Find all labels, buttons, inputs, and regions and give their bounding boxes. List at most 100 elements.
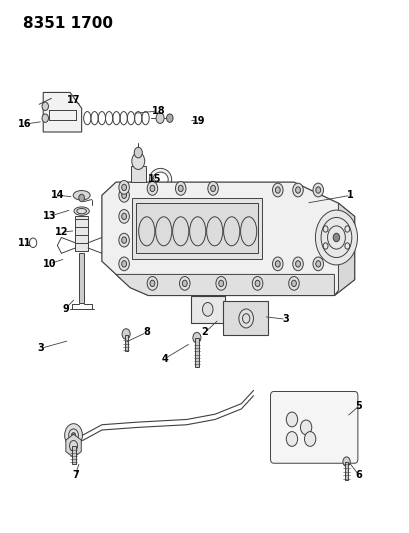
Text: 3: 3 <box>38 343 45 353</box>
Text: 19: 19 <box>192 116 205 126</box>
Circle shape <box>292 183 303 197</box>
Circle shape <box>147 277 157 290</box>
Bar <box>130 166 145 182</box>
Circle shape <box>150 280 155 287</box>
Circle shape <box>147 182 157 195</box>
Text: 12: 12 <box>54 227 68 237</box>
Bar <box>71 446 75 464</box>
Text: 4: 4 <box>161 354 168 364</box>
Circle shape <box>121 213 126 220</box>
Text: 5: 5 <box>355 401 361 411</box>
Circle shape <box>131 152 144 169</box>
Circle shape <box>254 280 259 287</box>
Circle shape <box>119 257 129 271</box>
Circle shape <box>42 114 48 123</box>
Text: 14: 14 <box>50 190 64 200</box>
Bar <box>136 203 257 253</box>
Circle shape <box>288 277 299 290</box>
Circle shape <box>295 187 300 193</box>
Circle shape <box>121 192 126 198</box>
Circle shape <box>207 182 218 195</box>
Circle shape <box>119 189 129 202</box>
Circle shape <box>192 333 200 343</box>
Circle shape <box>272 257 282 271</box>
Text: 11: 11 <box>18 238 31 248</box>
Circle shape <box>216 277 226 290</box>
Text: 10: 10 <box>43 259 56 269</box>
Circle shape <box>179 277 190 290</box>
Ellipse shape <box>73 191 90 200</box>
Bar <box>79 253 84 303</box>
Bar <box>132 198 261 259</box>
Text: 8351 1700: 8351 1700 <box>23 16 113 31</box>
Text: 3: 3 <box>282 314 289 324</box>
Ellipse shape <box>74 207 89 215</box>
Circle shape <box>182 280 187 287</box>
Polygon shape <box>190 295 225 323</box>
Circle shape <box>175 182 186 195</box>
Text: 9: 9 <box>62 304 69 314</box>
Text: 17: 17 <box>67 95 80 106</box>
Circle shape <box>312 257 323 271</box>
Circle shape <box>252 277 262 290</box>
Circle shape <box>238 309 253 328</box>
Circle shape <box>295 261 300 267</box>
Circle shape <box>79 194 84 201</box>
Circle shape <box>315 187 320 193</box>
Circle shape <box>315 261 320 267</box>
Circle shape <box>119 209 129 223</box>
Polygon shape <box>116 274 334 295</box>
Circle shape <box>285 412 297 427</box>
Circle shape <box>121 261 126 267</box>
FancyBboxPatch shape <box>270 392 357 463</box>
Polygon shape <box>334 203 354 295</box>
Circle shape <box>119 233 129 247</box>
Circle shape <box>275 187 279 193</box>
Circle shape <box>312 183 323 197</box>
Polygon shape <box>66 434 81 457</box>
Circle shape <box>121 237 126 243</box>
Circle shape <box>304 432 315 446</box>
Circle shape <box>218 280 223 287</box>
Circle shape <box>315 210 357 265</box>
Text: 2: 2 <box>201 327 208 337</box>
Bar <box>75 216 88 251</box>
Circle shape <box>150 185 155 191</box>
Text: 15: 15 <box>147 174 161 184</box>
Circle shape <box>300 420 311 435</box>
Circle shape <box>119 181 129 194</box>
Circle shape <box>292 257 303 271</box>
Polygon shape <box>222 302 267 335</box>
Polygon shape <box>101 182 354 295</box>
Circle shape <box>42 102 48 110</box>
Circle shape <box>178 185 183 191</box>
Bar <box>195 338 198 367</box>
Text: 1: 1 <box>346 190 353 200</box>
Circle shape <box>285 432 297 446</box>
Text: 16: 16 <box>18 119 31 129</box>
Circle shape <box>202 303 213 316</box>
Circle shape <box>156 113 164 124</box>
Text: 18: 18 <box>151 106 165 116</box>
Circle shape <box>272 183 282 197</box>
Text: 6: 6 <box>355 470 361 480</box>
Text: 7: 7 <box>72 470 79 480</box>
Circle shape <box>291 280 296 287</box>
Text: 8: 8 <box>143 327 149 337</box>
Circle shape <box>65 424 82 447</box>
Circle shape <box>134 147 142 158</box>
Circle shape <box>166 114 173 123</box>
Ellipse shape <box>149 168 171 191</box>
Text: 13: 13 <box>43 212 56 221</box>
Circle shape <box>71 433 75 438</box>
Circle shape <box>121 184 126 191</box>
Polygon shape <box>43 92 81 132</box>
Circle shape <box>342 457 349 466</box>
Circle shape <box>333 233 339 241</box>
Circle shape <box>275 261 279 267</box>
Circle shape <box>122 329 130 340</box>
Circle shape <box>210 185 215 191</box>
Bar <box>344 462 347 480</box>
Bar <box>124 335 128 351</box>
Ellipse shape <box>153 172 168 187</box>
